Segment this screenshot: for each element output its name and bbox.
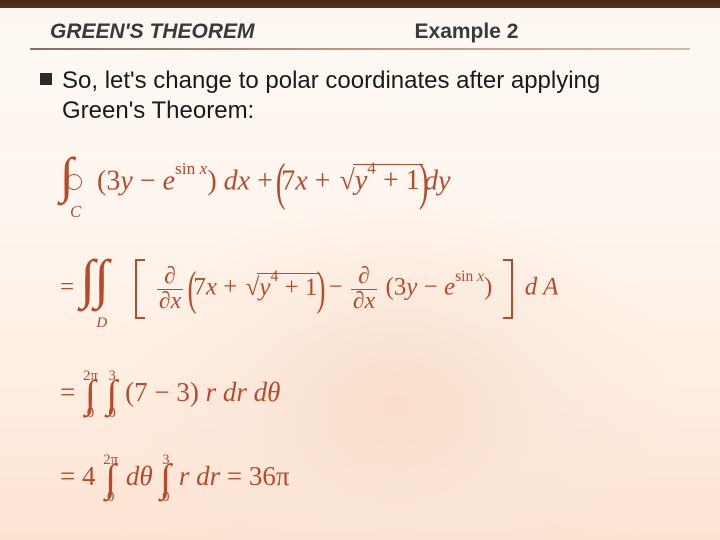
integral-0-2pi-b: 2π ∫ 0 xyxy=(103,454,118,504)
equation-line-2: = ∫∫ D ∂ ∂x (7x + √y4 + 1) − ∂ ∂x (3y − … xyxy=(60,258,558,320)
bullet-text: So, let's change to polar coordinates af… xyxy=(62,66,690,126)
page-title: GREEN'S THEOREM xyxy=(50,20,255,44)
equation-line-4: = 4 2π ∫ 0 dθ 3 ∫ 0 r dr = 36π xyxy=(60,454,290,504)
right-bracket xyxy=(503,259,513,319)
equation-line-3: = 2π ∫ 0 3 ∫ 0 (7 − 3) r dr dθ xyxy=(60,370,280,420)
slide: GREEN'S THEOREM Example 2 So, let's chan… xyxy=(0,0,720,540)
equation-line-1: ∫ C (3y − esin x) dx + (7x + √y4 + 1)dy xyxy=(60,156,451,210)
partial-fraction-2: ∂ ∂x xyxy=(351,265,377,314)
double-integral-symbol: ∫∫ D xyxy=(80,258,122,320)
header: GREEN'S THEOREM Example 2 xyxy=(0,14,720,50)
bullet-row: So, let's change to polar coordinates af… xyxy=(40,66,690,126)
left-bracket xyxy=(135,259,145,319)
integral-0-3-b: 3 ∫ 0 xyxy=(160,454,171,504)
partial-fraction-1: ∂ ∂x xyxy=(157,265,183,314)
bullet-icon xyxy=(40,73,52,85)
oint-symbol: ∫ C xyxy=(60,156,90,210)
header-rule xyxy=(30,48,690,50)
integral-0-2pi: 2π ∫ 0 xyxy=(83,370,98,420)
integral-0-3: 3 ∫ 0 xyxy=(107,370,118,420)
example-label: Example 2 xyxy=(415,20,519,44)
